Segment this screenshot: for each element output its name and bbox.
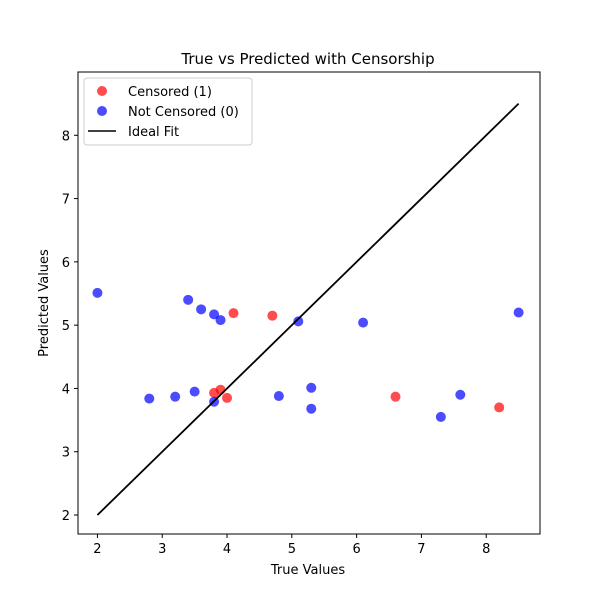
ideal-fit-layer xyxy=(96,102,520,516)
y-tick-label-8: 8 xyxy=(62,129,70,144)
not-censored-point-11 xyxy=(306,382,317,393)
not-censored-point-15 xyxy=(455,389,466,400)
x-tick-label-4: 4 xyxy=(223,542,231,557)
censored-point-2 xyxy=(222,392,233,403)
censored-point-1 xyxy=(215,384,226,395)
not-censored-point-8 xyxy=(215,315,226,326)
x-tick-label-5: 5 xyxy=(288,542,296,557)
not-censored-point-14 xyxy=(435,411,446,422)
not-censored-point-10 xyxy=(293,316,304,327)
not-censored-point-0 xyxy=(92,287,103,298)
x-tick-label-3: 3 xyxy=(158,542,166,557)
not-censored-point-4 xyxy=(189,386,200,397)
y-tick-label-3: 3 xyxy=(62,446,70,461)
ideal-fit-line xyxy=(96,102,520,516)
not-censored-point-9 xyxy=(273,391,284,402)
legend-label-ideal-fit: Ideal Fit xyxy=(128,125,179,140)
not-censored-point-5 xyxy=(196,304,207,315)
y-axis-label: Predicted Values xyxy=(37,249,52,357)
censored-point-4 xyxy=(267,310,278,321)
legend: Censored (1) Not Censored (0) Ideal Fit xyxy=(83,77,253,146)
legend-marker-censored xyxy=(97,86,107,96)
not-censored-point-3 xyxy=(183,294,194,305)
chart-title: True vs Predicted with Censorship xyxy=(180,50,434,68)
y-axis-ticks: 2 3 4 5 6 7 8 xyxy=(62,129,78,524)
x-tick-label-2: 2 xyxy=(93,542,101,557)
legend-marker-not-censored xyxy=(97,106,107,116)
x-axis-ticks: 2 3 4 5 6 7 8 xyxy=(93,534,490,557)
y-tick-label-4: 4 xyxy=(62,382,70,397)
legend-box xyxy=(83,77,253,146)
not-censored-point-2 xyxy=(170,391,181,402)
y-tick-label-5: 5 xyxy=(62,319,70,334)
y-tick-label-2: 2 xyxy=(62,509,70,524)
x-tick-label-8: 8 xyxy=(482,542,490,557)
not-censored-point-13 xyxy=(358,317,369,328)
not-censored-point-16 xyxy=(513,307,524,318)
censored-point-3 xyxy=(228,308,239,319)
y-tick-label-7: 7 xyxy=(62,193,70,208)
not-censored-point-12 xyxy=(306,403,317,414)
legend-label-censored: Censored (1) xyxy=(128,85,212,100)
x-tick-label-7: 7 xyxy=(417,542,425,557)
x-axis-label: True Values xyxy=(270,563,345,578)
censored-point-6 xyxy=(494,402,505,413)
y-tick-label-6: 6 xyxy=(62,256,70,271)
points-layer xyxy=(92,287,524,422)
plot-frame xyxy=(77,71,541,535)
not-censored-point-1 xyxy=(144,393,155,404)
legend-label-not-censored: Not Censored (0) xyxy=(128,105,239,120)
censored-point-5 xyxy=(390,391,401,402)
x-tick-label-6: 6 xyxy=(352,542,360,557)
not-censored-point-6 xyxy=(209,309,220,320)
